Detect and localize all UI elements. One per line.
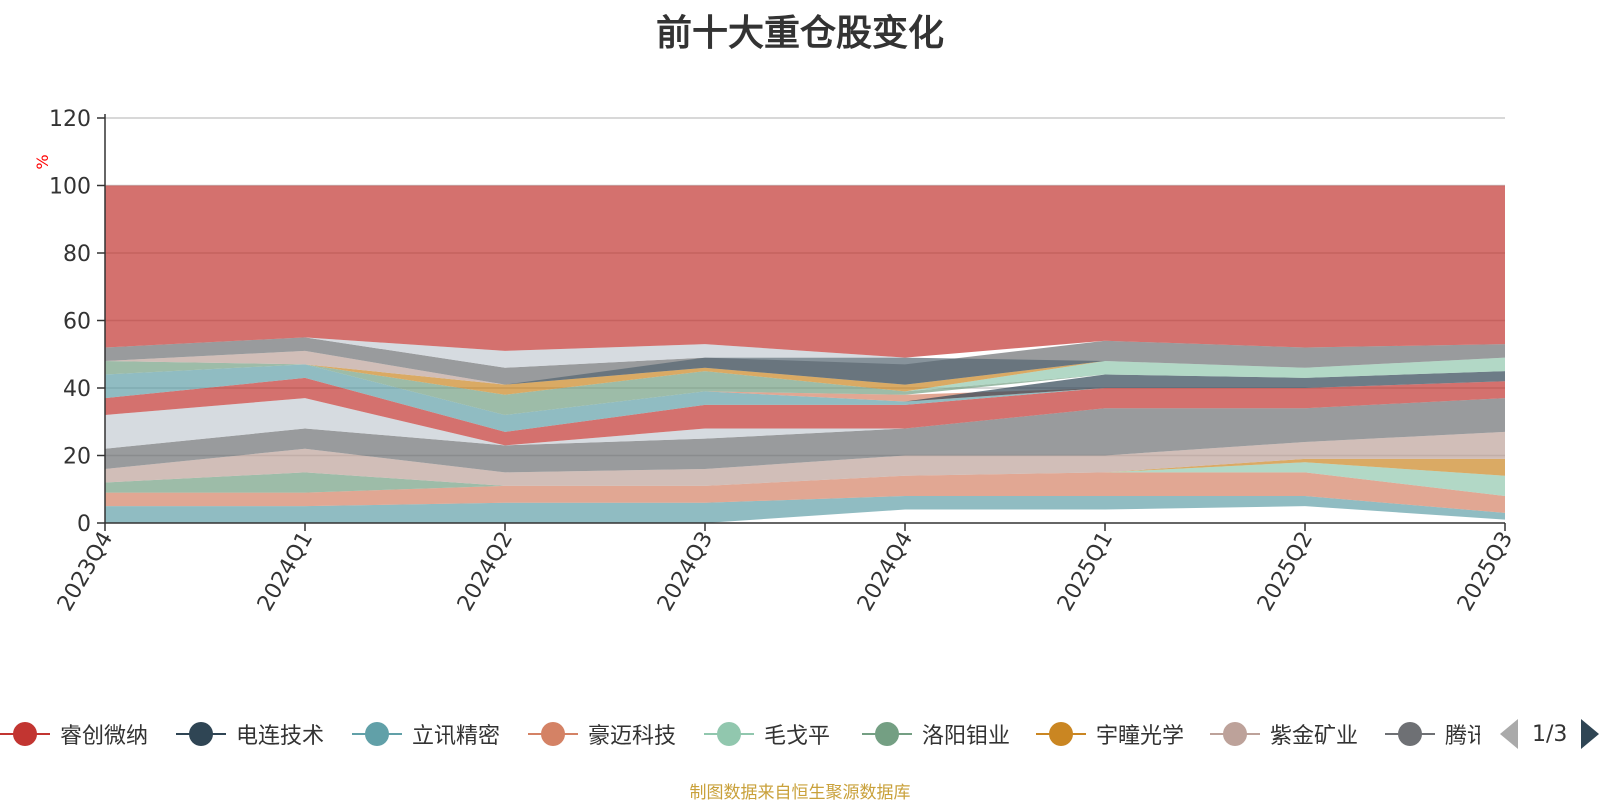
legend-marker-icon: [176, 719, 226, 749]
legend-label: 腾讯控股: [1445, 724, 1480, 749]
legend-label: 宇瞳光学: [1096, 724, 1185, 749]
legend: 睿创微纳 电连技术 立讯精密 豪迈科技 毛戈平 洛阳钼业 宇瞳光学 紫金矿业 腾讯控股 1/3: [0, 712, 1600, 756]
area-series-8: [105, 377, 1505, 446]
y-tick-label-100: 100: [49, 175, 91, 200]
legend-label: 洛阳钼业: [922, 724, 1011, 749]
area-series-13: [105, 357, 1505, 395]
legend-item[interactable]: 紫金矿业: [1210, 712, 1358, 756]
area-series-6: [105, 398, 1505, 473]
legend-item[interactable]: 立讯精密: [352, 712, 500, 756]
legend-label: 立讯精密: [412, 724, 501, 749]
x-tick-label-2024Q1: 2024Q1: [253, 528, 318, 616]
area-series-18: [105, 337, 1505, 368]
area-layers: [105, 185, 1505, 523]
legend-marker-icon: [1210, 719, 1260, 749]
stacked-area-chart: 0 20 40 60 80 100 120 2023Q4 2024Q1 2024Q2 2024Q3 2…: [33, 107, 1518, 616]
chart-title: 前十大重仓股变化: [655, 13, 944, 54]
area-series-12: [105, 361, 1505, 415]
area-series-1: [105, 472, 1505, 513]
legend-marker-icon: [1036, 719, 1086, 749]
x-tick-label-2023Q4: 2023Q4: [53, 528, 118, 616]
legend-label: 豪迈科技: [588, 724, 677, 749]
legend-page-indicator: 1/3: [1532, 721, 1568, 747]
y-axis-unit-label: %: [33, 154, 52, 169]
legend-marker-icon: [704, 719, 754, 749]
legend-items: 睿创微纳 电连技术 立讯精密 豪迈科技 毛戈平 洛阳钼业 宇瞳光学 紫金矿业 腾讯控股: [0, 712, 1480, 756]
legend-item[interactable]: 腾讯控股: [1385, 712, 1480, 756]
y-tick-label-80: 80: [63, 242, 91, 267]
x-tick-label-2025Q2: 2025Q2: [1253, 528, 1318, 616]
legend-label: 毛戈平: [764, 724, 831, 749]
area-series-3: [105, 462, 1505, 496]
area-series-11: [105, 364, 1505, 415]
legend-label: 紫金矿业: [1270, 724, 1359, 749]
area-series-2: [105, 472, 1505, 496]
y-tick-label-0: 0: [77, 512, 91, 537]
legend-item[interactable]: 毛戈平: [704, 712, 830, 756]
legend-marker-icon: [862, 719, 912, 749]
legend-prev-page-icon[interactable]: [1500, 719, 1518, 749]
legend-item[interactable]: 洛阳钼业: [862, 712, 1010, 756]
area-series-9: [105, 364, 1505, 432]
area-series-0: [105, 496, 1505, 523]
y-tick-label-40: 40: [63, 377, 91, 402]
legend-marker-icon: [352, 719, 402, 749]
y-tick-label-60: 60: [63, 310, 91, 335]
legend-label: 电连技术: [236, 724, 325, 749]
x-tick-label-2025Q1: 2025Q1: [1053, 528, 1118, 616]
y-tick-label-120: 120: [49, 107, 91, 132]
legend-pager: 1/3: [1500, 712, 1600, 756]
legend-marker-icon: [528, 719, 578, 749]
legend-item[interactable]: 豪迈科技: [528, 712, 676, 756]
x-tick-label-2024Q2: 2024Q2: [453, 528, 518, 616]
y-tick-label-20: 20: [63, 445, 91, 470]
area-series-5: [105, 431, 1505, 486]
area-series-7: [105, 398, 1505, 449]
legend-next-page-icon[interactable]: [1581, 719, 1600, 749]
legend-item[interactable]: 宇瞳光学: [1036, 712, 1184, 756]
legend-marker-icon: [1385, 719, 1435, 749]
source-note: 制图数据来自恒生聚源数据库: [689, 783, 911, 803]
legend-item[interactable]: 电连技术: [176, 712, 324, 756]
x-tick-label-2024Q4: 2024Q4: [853, 528, 918, 616]
x-tick-label-2024Q3: 2024Q3: [653, 528, 718, 616]
legend-label: 睿创微纳: [60, 724, 149, 749]
area-series-19: [105, 185, 1505, 358]
area-series-4: [105, 458, 1505, 493]
x-tick-label-2025Q3: 2025Q3: [1453, 528, 1518, 616]
legend-marker-icon: [0, 719, 50, 749]
legend-item[interactable]: 睿创微纳: [0, 712, 148, 756]
area-series-17: [105, 350, 1505, 385]
